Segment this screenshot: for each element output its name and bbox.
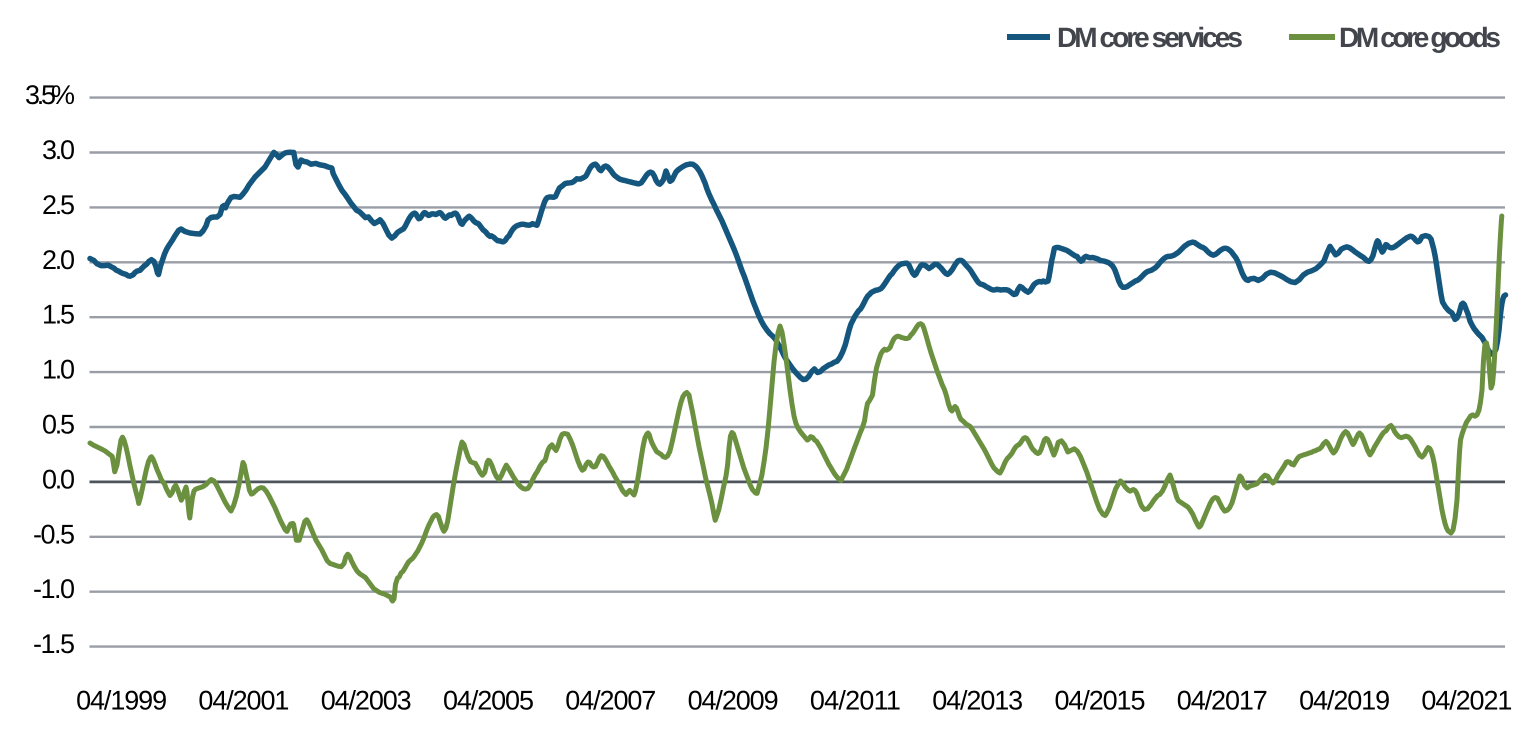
svg-text:2.0: 2.0: [42, 245, 75, 275]
svg-text:04/2007: 04/2007: [565, 686, 656, 716]
svg-text:04/2017: 04/2017: [1177, 686, 1268, 716]
svg-text:-1.0: -1.0: [33, 574, 75, 604]
svg-text:0.5: 0.5: [42, 410, 75, 440]
svg-text:04/2015: 04/2015: [1055, 686, 1146, 716]
svg-text:04/2021: 04/2021: [1421, 686, 1512, 716]
svg-text:%: %: [51, 80, 75, 110]
svg-text:04/2005: 04/2005: [443, 686, 534, 716]
svg-text:DM core goods: DM core goods: [1339, 22, 1501, 53]
svg-text:-1.5: -1.5: [33, 629, 75, 659]
svg-text:04/2013: 04/2013: [932, 686, 1023, 716]
svg-text:DM core services: DM core services: [1057, 22, 1243, 53]
svg-text:04/1999: 04/1999: [76, 686, 167, 716]
svg-text:2.5: 2.5: [42, 190, 75, 220]
svg-text:3.5: 3.5: [25, 80, 56, 110]
svg-text:04/2001: 04/2001: [198, 686, 289, 716]
svg-text:04/2019: 04/2019: [1299, 686, 1390, 716]
svg-text:3.0: 3.0: [42, 135, 75, 165]
svg-text:04/2009: 04/2009: [688, 686, 779, 716]
svg-text:04/2003: 04/2003: [321, 686, 412, 716]
svg-text:0.0: 0.0: [42, 464, 75, 494]
svg-text:1.0: 1.0: [42, 355, 75, 385]
svg-text:-0.5: -0.5: [33, 519, 75, 549]
svg-text:04/2011: 04/2011: [810, 686, 901, 716]
svg-text:1.5: 1.5: [42, 300, 75, 330]
